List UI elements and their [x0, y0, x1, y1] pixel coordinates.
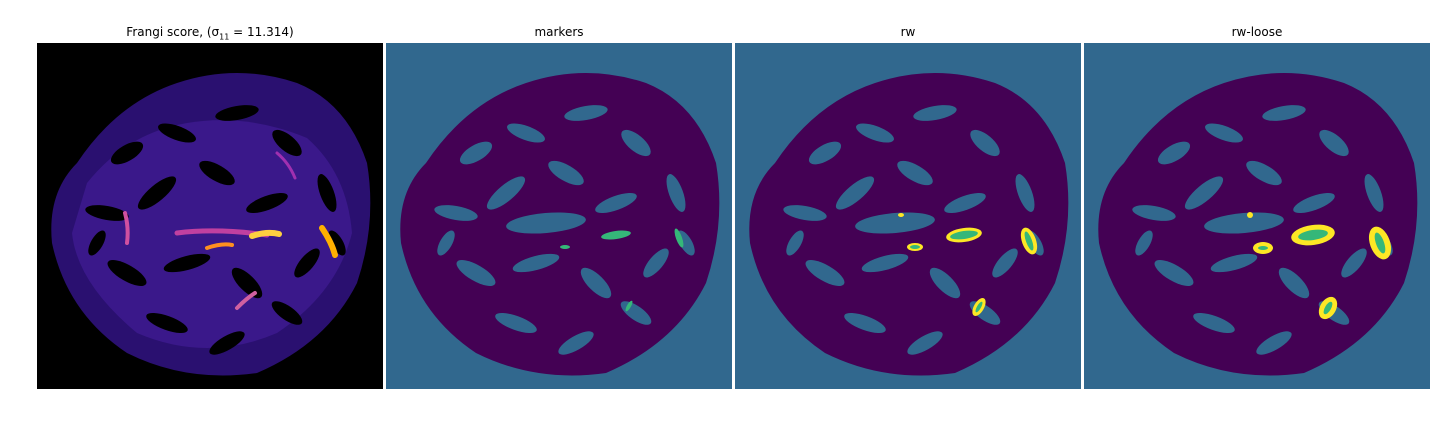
panel-title-rw-loose: rw-loose [1231, 25, 1283, 39]
frangi-score-image [37, 43, 383, 389]
panel-title-rw: rw [900, 25, 916, 39]
panel-title-markers: markers [534, 25, 584, 39]
rw-image [735, 43, 1081, 389]
panel-title-frangi: Frangi score, (σ11 = 11.314) [37, 24, 383, 45]
rw-loose-svg [1084, 43, 1430, 389]
rw-segmented-vessels [898, 213, 1038, 317]
frangi-title-math: (σ11 = 11.314) [206, 25, 294, 42]
rw-svg [735, 43, 1081, 389]
markers-green-seeds [560, 228, 684, 312]
rw-loose-image [1084, 43, 1430, 389]
sigma-value: = 11.314) [229, 25, 294, 39]
sigma-symbol: (σ [206, 25, 220, 39]
sigma-subscript: 11 [219, 32, 230, 42]
frangi-score-svg [37, 43, 383, 389]
rw-loose-dark-regions [1098, 73, 1418, 376]
frangi-title-text: Frangi score, [126, 25, 207, 39]
frangi-vessel-texture [51, 73, 371, 376]
markers-svg [386, 43, 732, 389]
rw-dark-regions [749, 73, 1069, 376]
markers-dark-regions [400, 73, 720, 376]
markers-image [386, 43, 732, 389]
rw-loose-segmented-vessels [1247, 212, 1392, 320]
